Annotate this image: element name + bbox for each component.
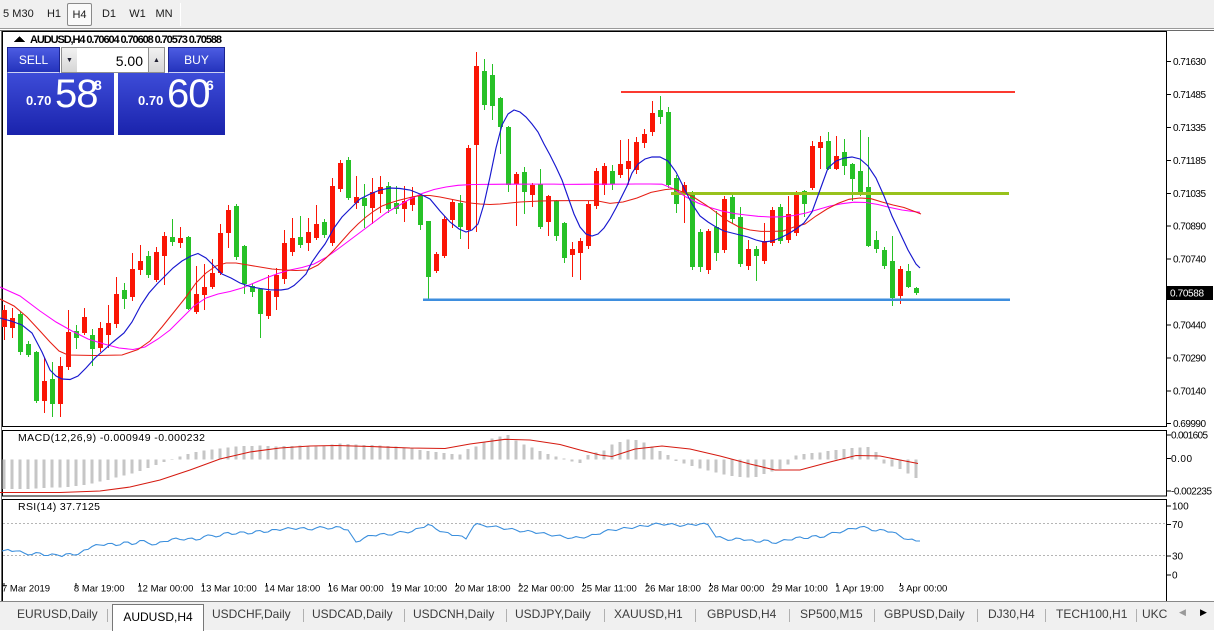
- svg-text:22 Mar 00:00: 22 Mar 00:00: [518, 584, 574, 595]
- svg-text:0: 0: [1172, 571, 1178, 582]
- svg-text:30: 30: [1172, 552, 1184, 563]
- svg-text:100: 100: [1172, 502, 1189, 513]
- svg-text:0.71335: 0.71335: [1173, 123, 1206, 134]
- svg-text:70: 70: [1172, 520, 1184, 531]
- svg-text:7 Mar 2019: 7 Mar 2019: [2, 584, 50, 595]
- svg-text:25 Mar 11:00: 25 Mar 11:00: [582, 584, 637, 595]
- svg-text:28 Mar 00:00: 28 Mar 00:00: [708, 584, 764, 595]
- svg-text:0.00: 0.00: [1171, 454, 1192, 465]
- svg-text:RSI(14) 37.7125: RSI(14) 37.7125: [18, 501, 100, 513]
- svg-text:0.70890: 0.70890: [1173, 222, 1206, 233]
- svg-text:19 Mar 10:00: 19 Mar 10:00: [391, 584, 447, 595]
- svg-text:0.71485: 0.71485: [1173, 90, 1206, 101]
- svg-text:0.70290: 0.70290: [1173, 354, 1206, 365]
- svg-text:0.71185: 0.71185: [1173, 156, 1206, 167]
- svg-text:29 Mar 10:00: 29 Mar 10:00: [772, 584, 828, 595]
- svg-text:16 Mar 00:00: 16 Mar 00:00: [328, 584, 384, 595]
- svg-text:12 Mar 00:00: 12 Mar 00:00: [137, 584, 193, 595]
- svg-text:14 Mar 18:00: 14 Mar 18:00: [264, 584, 320, 595]
- svg-text:3 Apr 00:00: 3 Apr 00:00: [899, 584, 948, 595]
- svg-text:20 Mar 18:00: 20 Mar 18:00: [455, 584, 511, 595]
- svg-text:26 Mar 18:00: 26 Mar 18:00: [645, 584, 701, 595]
- svg-text:0.69990: 0.69990: [1173, 419, 1206, 430]
- svg-text:0.70440: 0.70440: [1173, 321, 1206, 332]
- svg-text:8 Mar 19:00: 8 Mar 19:00: [74, 584, 125, 595]
- svg-text:13 Mar 10:00: 13 Mar 10:00: [201, 584, 257, 595]
- svg-text:AUDUSD,H4 0.70604 0.70608 0.7: AUDUSD,H4 0.70604 0.70608 0.70573 0.7058…: [30, 34, 222, 46]
- svg-text:0.70588: 0.70588: [1170, 289, 1204, 300]
- svg-text:0.70740: 0.70740: [1173, 255, 1206, 266]
- svg-text:-0.002235: -0.002235: [1171, 487, 1212, 498]
- svg-text:MACD(12,26,9) -0.000949 -0.000: MACD(12,26,9) -0.000949 -0.000232: [18, 432, 205, 444]
- svg-text:0.70140: 0.70140: [1173, 386, 1206, 397]
- svg-text:0.71630: 0.71630: [1173, 57, 1206, 68]
- svg-text:0.001605: 0.001605: [1171, 431, 1208, 442]
- svg-text:0.71035: 0.71035: [1173, 189, 1206, 200]
- svg-text:1 Apr 19:00: 1 Apr 19:00: [835, 584, 884, 595]
